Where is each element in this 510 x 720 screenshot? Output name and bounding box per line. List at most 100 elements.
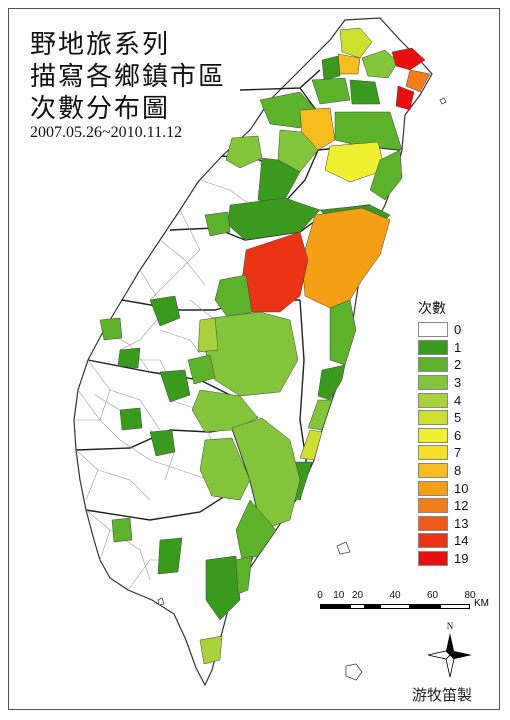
region-hengchun	[199, 635, 223, 665]
region-north-4	[321, 55, 341, 81]
legend-swatch	[418, 480, 448, 496]
legend-row: 7	[418, 444, 468, 462]
scale-label: 10	[333, 590, 345, 601]
legend-swatch	[418, 410, 448, 426]
legend-label: 5	[454, 410, 462, 426]
region-taitung-coast	[299, 429, 323, 461]
township-boundaries	[75, 99, 300, 591]
region-hualien-mid	[329, 299, 357, 366]
legend-row: 14	[418, 532, 468, 550]
legend-row: 12	[418, 497, 468, 515]
legend-row: 0	[418, 321, 468, 339]
region-ne-coast-1	[391, 47, 426, 71]
legend-label: 8	[454, 463, 462, 479]
legend-label: 2	[454, 357, 462, 373]
legend-row: 19	[418, 550, 468, 568]
region-kaohsiung-city	[157, 537, 183, 575]
scale-unit: KM	[474, 598, 489, 609]
region-miaoli-2	[225, 135, 263, 169]
legend-swatch	[418, 375, 448, 391]
legend-swatch	[418, 515, 448, 531]
region-tainan-2	[119, 407, 143, 431]
region-west-1	[99, 317, 123, 341]
scale-label: 60	[426, 590, 439, 601]
legend-swatch	[418, 357, 448, 373]
map-credit: 游牧笛製	[412, 686, 473, 704]
legend-label: 14	[454, 533, 469, 549]
green-island	[336, 541, 351, 555]
legend: 次數 0 1 2 3 4 5 6 7 8 10 12 13 14 19	[418, 298, 468, 567]
region-south-west	[111, 517, 133, 543]
legend-label: 3	[454, 375, 462, 391]
legend-row: 8	[418, 462, 468, 480]
legend-swatch	[418, 551, 448, 567]
legend-row: 13	[418, 515, 468, 533]
region-hsinchu-2	[277, 129, 319, 173]
region-north-2	[361, 49, 399, 79]
legend-swatch	[418, 498, 448, 514]
region-hualien-xiulin	[301, 207, 391, 309]
scale-label: 40	[389, 590, 401, 601]
region-north-6	[349, 79, 381, 105]
legend-row: 6	[418, 427, 468, 445]
legend-row: 10	[418, 479, 468, 497]
scale-label: 0	[317, 590, 323, 601]
region-miaoli	[257, 157, 301, 206]
choropleth-regions	[99, 27, 431, 665]
scale-segment	[320, 604, 350, 609]
region-pingtung-2	[205, 555, 241, 621]
map-title-line-1: 野地旅系列	[30, 30, 171, 60]
north-arrow: N	[427, 621, 472, 678]
legend-row: 5	[418, 409, 468, 427]
region-yunlin-2	[159, 369, 191, 403]
scale-label: 80	[464, 590, 476, 601]
region-west-2	[117, 347, 141, 369]
region-yilan-2	[324, 141, 386, 183]
date-range: 2007.05.26~2010.11.12	[30, 124, 183, 141]
legend-label: 10	[454, 480, 469, 496]
scale-segment	[365, 604, 380, 609]
map-title-line-2: 描寫各鄉鎮市區	[30, 62, 227, 92]
region-tainan-1	[149, 429, 176, 457]
legend-row: 4	[418, 391, 468, 409]
legend-label: 13	[454, 515, 469, 531]
region-kaohsiung-mtn	[231, 417, 301, 531]
legend-swatch	[418, 392, 448, 408]
north-label: N	[447, 621, 454, 631]
region-yunlin-1	[187, 354, 216, 385]
legend-row: 3	[418, 374, 468, 392]
scale-label: 20	[351, 590, 364, 601]
legend-label: 7	[454, 445, 462, 461]
legend-label: 19	[454, 551, 469, 567]
region-yilan-3	[369, 149, 403, 201]
small-liuqiu	[157, 597, 165, 606]
scale-segment	[380, 604, 410, 609]
legend-swatch	[418, 322, 448, 338]
orchid-island	[345, 663, 363, 681]
legend-swatch	[418, 339, 448, 355]
scale-bar: 0 10 20 40 60 80 KM	[317, 590, 490, 620]
region-changhua	[149, 295, 181, 327]
legend-label: 4	[454, 392, 462, 408]
legend-swatch	[418, 427, 448, 443]
legend-label: 1	[454, 339, 462, 355]
region-ne-coast-3	[395, 85, 415, 111]
region-nantou-3	[197, 317, 219, 353]
region-pingtung-3	[235, 555, 253, 595]
region-taoyuan-kh	[199, 437, 251, 501]
legend-label: 0	[454, 322, 462, 338]
legend-swatch	[418, 533, 448, 549]
turtle-island	[439, 97, 447, 105]
legend-swatch	[418, 463, 448, 479]
map-title-line-3: 次數分布圖	[30, 94, 171, 124]
legend-label: 12	[454, 498, 469, 514]
legend-label: 6	[454, 427, 462, 443]
legend-row: 2	[418, 356, 468, 374]
legend-title: 次數	[418, 301, 446, 317]
scale-segment	[440, 604, 470, 609]
legend-row: 1	[418, 339, 468, 357]
region-yilan-mtn	[334, 111, 403, 151]
region-north-5	[311, 77, 351, 105]
region-alishan	[191, 389, 259, 433]
